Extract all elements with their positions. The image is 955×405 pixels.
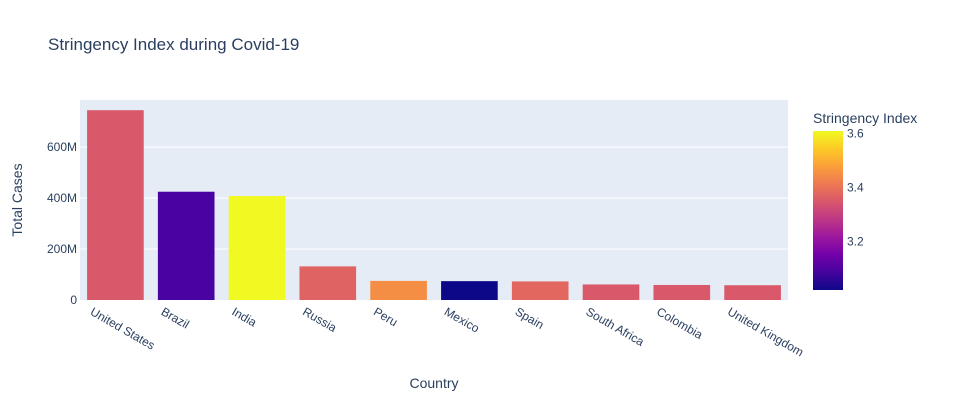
colorbar-title: Stringency Index (813, 110, 917, 126)
bar-colombia[interactable] (653, 284, 711, 300)
bar-peru[interactable] (370, 280, 427, 300)
x-tick-label: Mexico (442, 304, 482, 335)
y-tick-label: 600M (47, 140, 77, 154)
y-axis-ticks: 0 200M 400M 600M (47, 140, 77, 307)
y-tick-label: 200M (47, 242, 77, 256)
x-axis-ticks: United States Brazil India Russia Peru Mexico… (88, 304, 806, 359)
y-axis-title: Total Cases (9, 163, 25, 236)
colorbar-tick-label: 3.2 (847, 234, 864, 248)
y-tick-label: 0 (70, 293, 77, 307)
bar-india[interactable] (228, 196, 286, 300)
x-tick-label: United Kingdom (725, 304, 806, 359)
bar-spain[interactable] (511, 281, 569, 300)
x-axis-title: Country (409, 375, 458, 391)
bar-russia[interactable] (299, 266, 357, 300)
x-tick-label: United States (88, 304, 157, 352)
bar-mexico[interactable] (441, 281, 498, 300)
colorbar-tick-label: 3.4 (847, 181, 864, 195)
colorbar-tick-label: 3.6 (847, 127, 864, 141)
bar-brazil[interactable] (157, 191, 215, 300)
bar-united-states[interactable] (87, 110, 144, 300)
colorbar-ticks: 3.2 3.4 3.6 (847, 127, 864, 249)
bar-south-africa[interactable] (582, 284, 640, 300)
x-tick-label: Colombia (654, 304, 705, 342)
x-tick-label: Russia (300, 304, 339, 335)
x-tick-label: India (230, 304, 260, 329)
x-tick-label: Peru (371, 304, 400, 329)
chart-title: Stringency Index during Covid-19 (48, 35, 299, 54)
colorbar (813, 131, 843, 290)
x-tick-label: Brazil (159, 304, 192, 331)
bar-united-kingdom[interactable] (724, 285, 781, 300)
y-tick-label: 400M (47, 191, 77, 205)
x-tick-label: Spain (513, 304, 547, 331)
bars-group (87, 110, 781, 300)
x-tick-label: South Africa (584, 304, 647, 349)
